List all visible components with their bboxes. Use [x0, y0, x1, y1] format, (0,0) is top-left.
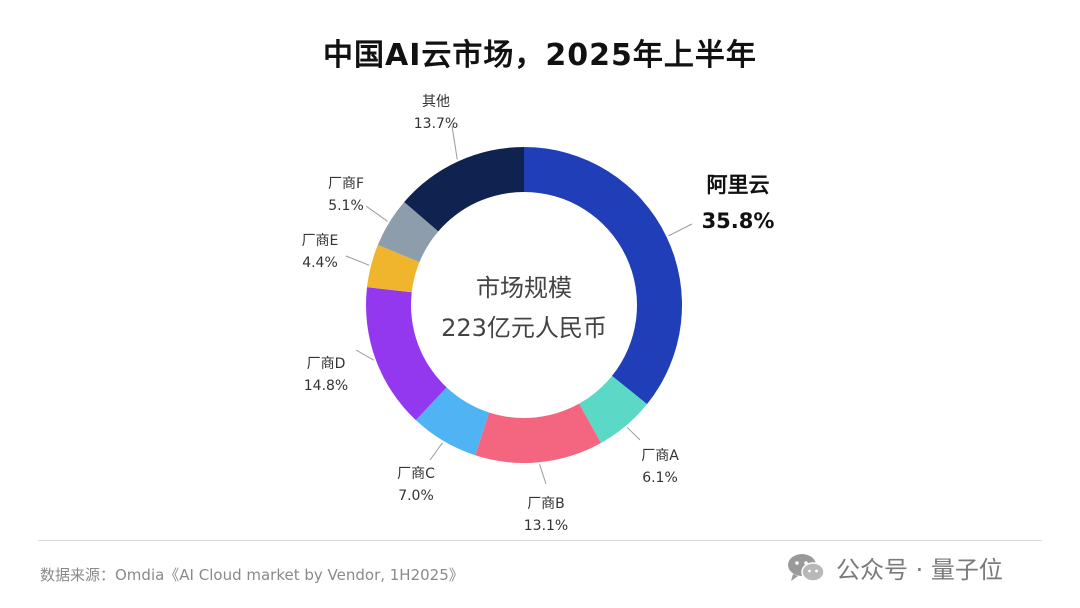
slice-name-label: 厂商D — [307, 356, 346, 372]
donut-slice — [367, 244, 420, 293]
donut-slice — [366, 287, 447, 421]
leader-line — [539, 464, 547, 485]
slice-value-label: 5.1% — [328, 198, 364, 214]
donut-slice — [524, 147, 682, 405]
slice-name-label: 厂商E — [302, 233, 339, 249]
leader-line — [451, 125, 458, 160]
slice-labels: 阿里云 35.8% 厂商A 6.1% 厂商B 13.1% 厂商C 7.0% 厂商D 14.8% 厂商… — [302, 94, 775, 534]
slice-name-label: 厂商F — [328, 176, 364, 192]
donut-slices — [366, 147, 682, 463]
leader-line — [429, 442, 443, 461]
slice-name-label: 其他 — [422, 94, 450, 110]
slice-value-label: 13.1% — [524, 518, 568, 534]
wechat-icon — [788, 553, 825, 582]
source-note: 数据来源：Omdia《AI Cloud market by Vendor, 1H… — [40, 566, 464, 584]
leader-line — [365, 205, 388, 222]
donut-slice — [579, 375, 647, 443]
leader-line — [668, 223, 693, 237]
leader-line — [355, 349, 375, 361]
slice-value-label: 13.7% — [414, 116, 458, 132]
brand-text: 公众号 · 量子位 — [836, 556, 1003, 584]
donut-slice — [415, 387, 490, 456]
slice-value-label: 6.1% — [642, 470, 678, 486]
leader-line — [626, 426, 641, 441]
brand-watermark: 公众号 · 量子位 — [786, 550, 1003, 585]
donut-slice — [404, 147, 524, 232]
slice-name-label: 厂商A — [641, 448, 679, 464]
footer-divider — [38, 540, 1042, 541]
donut-slice — [475, 403, 601, 463]
center-label-line2: 223亿元人民币 — [441, 314, 607, 342]
slice-value-label: 14.8% — [304, 378, 348, 394]
slice-name-label: 阿里云 — [707, 173, 770, 197]
center-label-line1: 市场规模 — [476, 274, 572, 302]
chart-title: 中国AI云市场，2025年上半年 — [323, 38, 757, 73]
donut-slice — [377, 202, 439, 263]
slice-name-label: 厂商C — [397, 466, 435, 482]
slice-name-label: 厂商B — [527, 496, 565, 512]
leader-lines — [345, 125, 693, 485]
slice-value-label: 35.8% — [702, 209, 775, 233]
slice-value-label: 7.0% — [398, 488, 434, 504]
leader-line — [345, 255, 370, 266]
slice-value-label: 4.4% — [302, 255, 338, 271]
